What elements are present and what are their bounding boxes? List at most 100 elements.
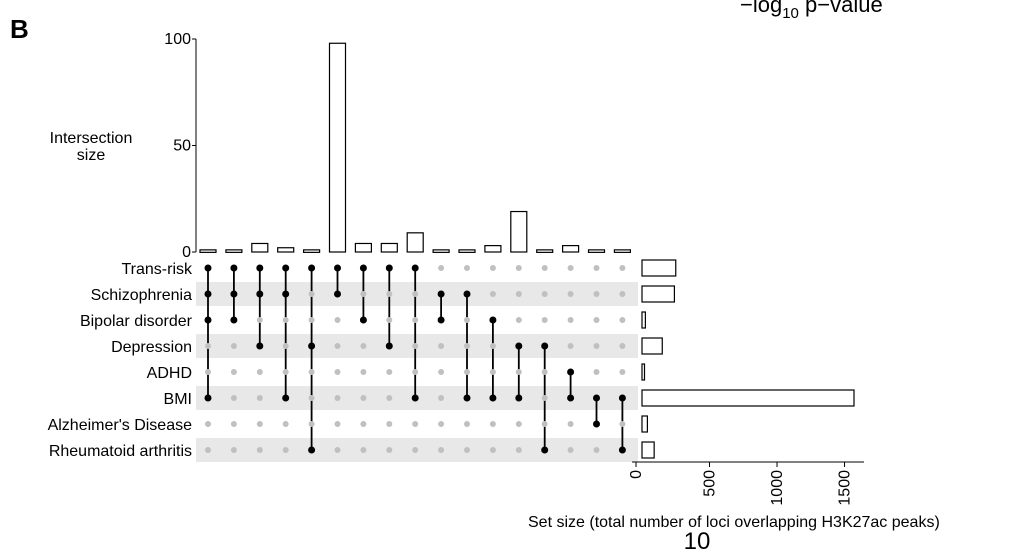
- dot-inactive-2-alzheimer-s-disease: [230, 421, 237, 427]
- set-size-bar-bipolar-disorder: [641, 311, 646, 329]
- dot-inactive-4-rheumatoid-arthritis: [282, 447, 289, 453]
- dot-inactive-14-bipolar-disorder: [541, 317, 548, 323]
- dot-active-8-trans-risk: [385, 264, 393, 272]
- intersection-bar-14: [536, 249, 554, 253]
- set-size-bar-trans-risk: [641, 259, 677, 277]
- dot-inactive-6-bmi: [334, 395, 341, 401]
- intersection-bar-8: [380, 242, 398, 253]
- dot-inactive-5-bipolar-disorder: [308, 317, 315, 323]
- dot-active-6-schizophrenia: [334, 290, 341, 298]
- dot-inactive-1-depression: [205, 343, 211, 349]
- dot-inactive-7-alzheimer-s-disease: [360, 421, 367, 427]
- dot-active-3-trans-risk: [256, 264, 264, 272]
- intersection-bar-11: [458, 249, 476, 253]
- dot-inactive-8-adhd: [386, 369, 393, 375]
- dot-inactive-17-bipolar-disorder: [619, 317, 626, 323]
- dot-inactive-11-depression: [464, 343, 470, 349]
- dot-inactive-6-rheumatoid-arthritis: [334, 447, 341, 453]
- dot-inactive-7-depression: [360, 343, 367, 349]
- dot-active-14-rheumatoid-arthritis: [541, 446, 549, 454]
- dot-inactive-10-bmi: [438, 395, 445, 401]
- dot-inactive-12-schizophrenia: [489, 291, 496, 297]
- intersection-bar-3: [251, 242, 269, 253]
- dot-inactive-11-bipolar-disorder: [464, 317, 470, 323]
- set-label-trans-risk: Trans-risk: [121, 261, 193, 278]
- dot-inactive-7-adhd: [360, 369, 367, 375]
- dot-inactive-14-alzheimer-s-disease: [541, 421, 548, 427]
- dot-inactive-12-rheumatoid-arthritis: [489, 447, 496, 453]
- dot-inactive-10-alzheimer-s-disease: [438, 421, 445, 427]
- dot-inactive-17-alzheimer-s-disease: [619, 421, 626, 427]
- dot-inactive-13-schizophrenia: [515, 291, 522, 297]
- dot-active-6-trans-risk: [334, 264, 341, 272]
- dot-inactive-14-adhd: [541, 369, 548, 375]
- dot-inactive-13-bipolar-disorder: [515, 317, 522, 323]
- dot-active-5-depression: [308, 342, 316, 350]
- intersection-size-axis: 0 50 100: [164, 31, 197, 261]
- dot-inactive-13-trans-risk: [515, 265, 522, 271]
- dot-active-1-bipolar-disorder: [204, 316, 212, 324]
- dot-active-2-schizophrenia: [230, 290, 238, 298]
- dot-active-11-schizophrenia: [463, 290, 471, 298]
- dot-inactive-17-schizophrenia: [619, 291, 626, 297]
- dot-active-12-bmi: [489, 394, 497, 402]
- dot-active-3-depression: [256, 342, 264, 350]
- page-number: 10: [684, 528, 711, 551]
- dot-inactive-3-bipolar-disorder: [256, 317, 263, 323]
- dot-inactive-2-bmi: [230, 395, 237, 401]
- intersection-tick-label-100: 100: [164, 31, 191, 48]
- dot-inactive-17-trans-risk: [619, 265, 626, 271]
- set-size-bar-adhd: [641, 363, 646, 381]
- dot-inactive-7-schizophrenia: [360, 291, 367, 297]
- corner-label: −log10 p−value: [740, 0, 883, 22]
- intersection-bar-5: [303, 249, 321, 253]
- dot-inactive-2-depression: [230, 343, 237, 349]
- dot-inactive-6-adhd: [334, 369, 341, 375]
- dot-inactive-9-depression: [412, 343, 419, 349]
- dot-active-2-bipolar-disorder: [230, 316, 238, 324]
- dot-inactive-10-trans-risk: [438, 265, 445, 271]
- dot-inactive-13-alzheimer-s-disease: [515, 421, 522, 427]
- dot-inactive-14-trans-risk: [541, 265, 548, 271]
- dot-active-12-bipolar-disorder: [489, 316, 497, 324]
- dot-inactive-16-rheumatoid-arthritis: [593, 447, 600, 453]
- dot-inactive-14-schizophrenia: [541, 291, 548, 297]
- dot-inactive-4-bipolar-disorder: [282, 317, 289, 323]
- dot-inactive-2-adhd: [230, 369, 237, 375]
- dot-inactive-12-depression: [489, 343, 496, 349]
- dot-inactive-8-bmi: [386, 395, 393, 401]
- dot-active-17-rheumatoid-arthritis: [618, 446, 626, 454]
- dot-inactive-11-alzheimer-s-disease: [464, 421, 470, 427]
- dot-inactive-10-adhd: [438, 369, 445, 375]
- intersection-bar-2: [225, 249, 243, 253]
- dot-inactive-8-rheumatoid-arthritis: [386, 447, 393, 453]
- dot-inactive-3-alzheimer-s-disease: [256, 421, 263, 427]
- dot-inactive-13-adhd: [515, 369, 522, 375]
- set-size-tick-label-500: 500: [702, 470, 719, 497]
- dot-inactive-12-alzheimer-s-disease: [489, 421, 496, 427]
- set-size-axis-label: Set size (total number of loci overlappi…: [528, 514, 940, 531]
- dot-inactive-15-rheumatoid-arthritis: [567, 447, 574, 453]
- set-size-bar-rheumatoid-arthritis: [641, 441, 655, 459]
- intersection-bar-4: [277, 247, 295, 253]
- set-size-bar-alzheimer-s-disease: [641, 415, 649, 433]
- dot-inactive-5-bmi: [308, 395, 315, 401]
- dot-inactive-5-alzheimer-s-disease: [308, 421, 315, 427]
- intersection-bars: [199, 42, 632, 253]
- dot-inactive-10-depression: [438, 343, 445, 349]
- dot-active-5-rheumatoid-arthritis: [308, 446, 316, 454]
- dot-inactive-9-adhd: [412, 369, 419, 375]
- dot-inactive-3-bmi: [256, 395, 263, 401]
- intersection-bar-9: [406, 232, 424, 253]
- dot-inactive-13-rheumatoid-arthritis: [515, 447, 522, 453]
- dot-inactive-16-trans-risk: [593, 265, 600, 271]
- dot-inactive-8-alzheimer-s-disease: [386, 421, 393, 427]
- dot-inactive-1-adhd: [205, 369, 211, 375]
- intersection-tick-label-50: 50: [173, 138, 191, 155]
- set-size-tick-label-1500: 1500: [837, 470, 854, 506]
- dot-inactive-1-rheumatoid-arthritis: [205, 447, 211, 453]
- dot-inactive-15-schizophrenia: [567, 291, 574, 297]
- dot-inactive-4-adhd: [282, 369, 289, 375]
- intersection-tick-label-0: 0: [182, 244, 191, 261]
- intersection-matrix: [204, 264, 626, 454]
